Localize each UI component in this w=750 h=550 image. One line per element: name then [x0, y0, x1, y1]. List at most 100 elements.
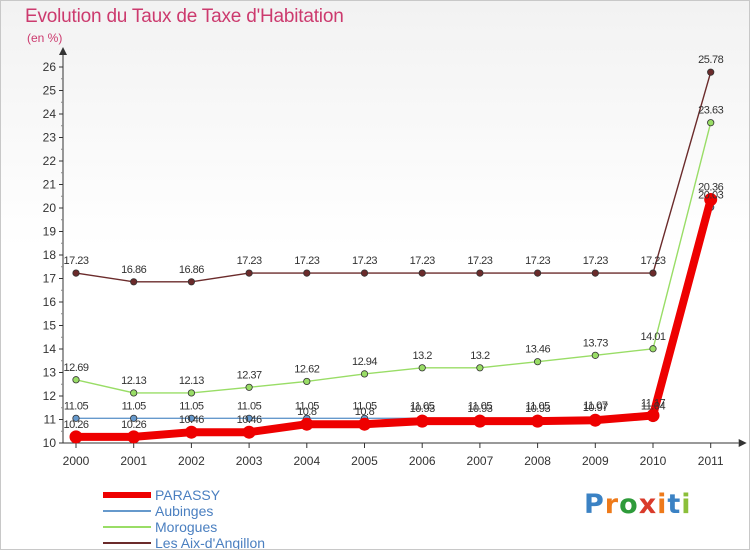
data-label-parassy: 10.8	[297, 406, 317, 418]
data-point-les-aix-d-angillon	[418, 269, 426, 277]
data-point-aubinges	[187, 414, 195, 422]
brand-letter: P	[584, 489, 605, 520]
y-tick-label: 21	[43, 178, 57, 192]
data-point-aubinges	[245, 414, 253, 422]
brand-letter: i	[681, 489, 692, 520]
data-label-morogues: 12.13	[121, 375, 146, 387]
data-point-parassy	[646, 409, 660, 423]
brand-letter: x	[638, 489, 658, 520]
x-tick-label: 2003	[236, 454, 263, 468]
data-point-parassy	[358, 417, 371, 431]
data-label-aubinges: 11.05	[64, 400, 89, 412]
proxiti-logo: Proxiti	[584, 489, 692, 520]
chart-title: Evolution du Taux de Taxe d'Habitation	[25, 6, 344, 27]
y-tick-label: 19	[43, 225, 57, 239]
data-label-aubinges: 11.05	[468, 400, 493, 412]
brand-letter: r	[604, 489, 620, 520]
data-point-parassy	[127, 430, 141, 444]
data-point-morogues	[303, 377, 311, 386]
data-point-les-aix-d-angillon	[303, 269, 311, 277]
data-label-aubinges: 11.05	[410, 400, 435, 412]
data-point-les-aix-d-angillon	[72, 269, 80, 277]
brand-letter: t	[667, 489, 682, 520]
data-point-parassy	[69, 430, 83, 444]
data-label-morogues: 12.69	[63, 362, 88, 374]
data-point-parassy	[300, 417, 314, 431]
data-point-morogues	[476, 364, 484, 372]
data-point-morogues	[187, 389, 195, 397]
data-label-les-aix-d-angillon: 17.23	[583, 255, 608, 267]
data-label-les-aix-d-angillon: 17.23	[410, 255, 435, 267]
y-tick-label: 24	[43, 107, 57, 121]
y-axis-arrow	[59, 47, 67, 55]
y-tick-label: 26	[43, 60, 57, 74]
data-point-parassy	[415, 414, 429, 428]
data-label-aubinges: 11.05	[295, 400, 320, 412]
x-tick-label: 2007	[467, 454, 494, 468]
data-label-aubinges: 11.05	[179, 400, 204, 412]
x-tick-label: 2000	[63, 454, 90, 468]
brand-letter: o	[619, 489, 639, 520]
axes: 10 11 12 13 14 15 16 17 18 19 20 21 22 23 24 25 26 2000 20…	[43, 47, 747, 468]
x-tick-label: 2010	[640, 454, 667, 468]
data-label-les-aix-d-angillon: 17.23	[63, 255, 88, 267]
x-tick-label: 2004	[293, 454, 320, 468]
data-point-morogues	[72, 376, 80, 384]
data-label-les-aix-d-angillon: 17.23	[352, 255, 377, 267]
legend-swatch-les-aix-d-angillon	[103, 542, 151, 544]
y-tick-label: 23	[43, 131, 57, 145]
data-point-parassy	[704, 193, 718, 207]
y-tick-label: 13	[43, 366, 57, 380]
data-label-morogues: 13.73	[583, 337, 608, 349]
data-label-les-aix-d-angillon: 17.23	[467, 255, 492, 267]
data-point-parassy	[588, 413, 602, 427]
data-label-aubinges: 11.04	[641, 401, 666, 413]
data-label-les-aix-d-angillon: 16.86	[179, 264, 204, 276]
brand-letter: i	[657, 489, 668, 520]
data-label-parassy: 10.26	[63, 419, 88, 431]
legend-swatch-parassy	[103, 492, 151, 498]
data-point-les-aix-d-angillon	[649, 269, 657, 277]
data-label-aubinges: 11.05	[237, 400, 262, 412]
data-label-parassy: 10.93	[525, 403, 550, 415]
data-label-les-aix-d-angillon: 17.23	[640, 255, 665, 267]
legend-label-les-aix-d-angillon: Les Aix-d'Angillon	[155, 535, 266, 550]
y-tick-label: 18	[43, 248, 57, 262]
y-tick-label: 12	[43, 389, 57, 403]
series-line-morogues	[75, 121, 712, 394]
data-label-parassy: 10.26	[121, 419, 146, 431]
x-tick-label: 2001	[120, 454, 147, 468]
legend-swatch-morogues	[103, 526, 151, 528]
x-tick-label: 2011	[698, 454, 724, 468]
series-line-les-aix-d-angillon	[75, 71, 712, 283]
data-label-morogues: 13.2	[412, 350, 432, 362]
data-label-morogues: 13.2	[470, 350, 490, 362]
data-label-parassy: 10.93	[410, 403, 435, 415]
series-layer	[69, 68, 718, 444]
data-label-aubinges: 11.05	[352, 400, 377, 412]
chart-unit-label: (en %)	[27, 31, 63, 45]
data-point-les-aix-d-angillon	[130, 278, 138, 286]
legend-label-aubinges: Aubinges	[155, 503, 214, 519]
legend-swatch-aubinges	[103, 510, 151, 512]
data-point-morogues	[360, 370, 369, 378]
data-point-parassy	[184, 425, 198, 439]
y-tick-label: 10	[43, 436, 57, 450]
data-point-morogues	[245, 383, 253, 391]
data-point-les-aix-d-angillon	[187, 278, 195, 286]
data-point-morogues	[649, 345, 657, 353]
data-point-les-aix-d-angillon	[476, 269, 484, 277]
data-label-les-aix-d-angillon: 25.78	[698, 54, 723, 66]
y-tick-label: 20	[43, 201, 57, 215]
data-label-parassy: 10.97	[583, 402, 608, 414]
series-parassy	[69, 193, 718, 444]
series-line-aubinges	[75, 206, 712, 420]
data-label-les-aix-d-angillon: 16.86	[121, 264, 146, 276]
data-point-morogues	[418, 364, 426, 372]
y-tick-label: 14	[43, 342, 57, 356]
x-tick-label: 2008	[524, 454, 551, 468]
data-label-morogues: 12.13	[179, 375, 204, 387]
data-label-aubinges: 11.05	[122, 400, 147, 412]
data-point-les-aix-d-angillon	[533, 269, 542, 277]
